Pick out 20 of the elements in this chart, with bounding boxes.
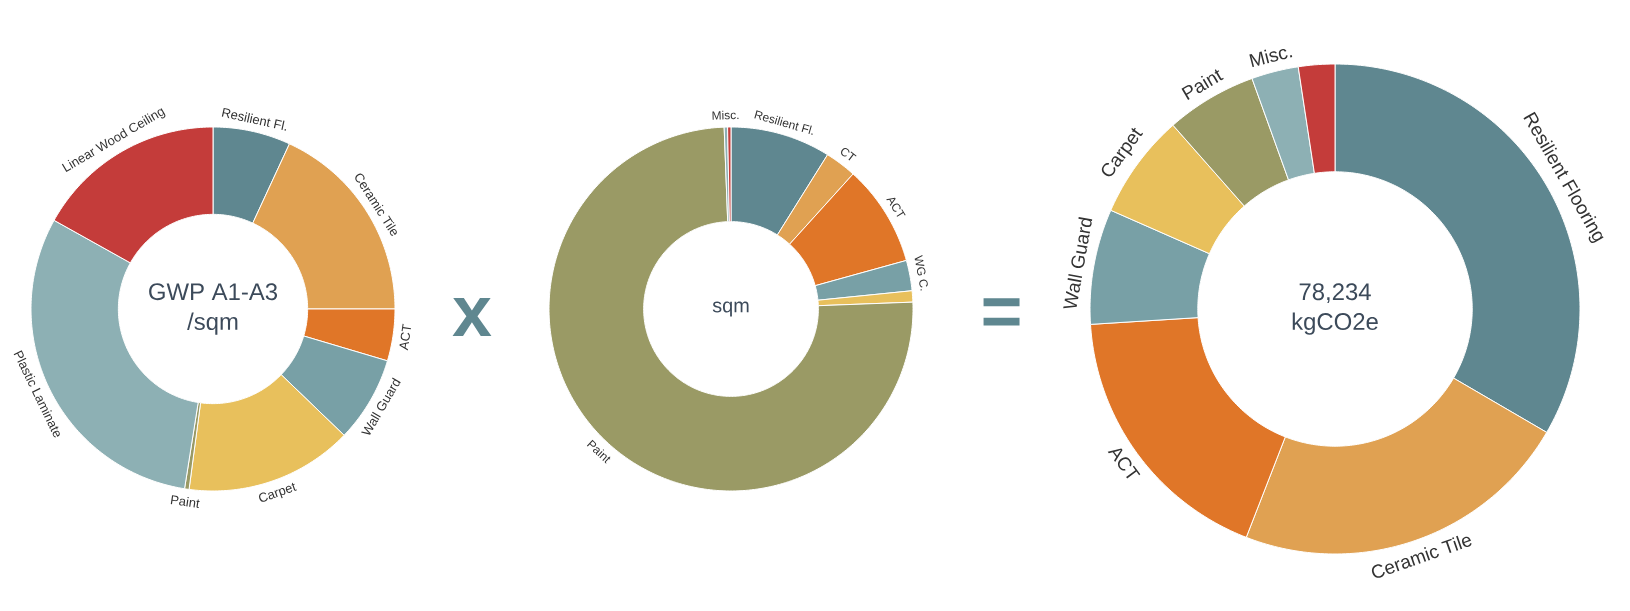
slice-label: Paint (1181, 69, 1224, 100)
text: x (452, 298, 492, 336)
slice-label: Misc. (1249, 48, 1293, 68)
slice-label: Misc. (712, 110, 739, 120)
slice-label: Paint (170, 495, 200, 509)
text: = (983, 298, 1020, 326)
text: /sqm (187, 312, 238, 335)
slice-label: Resilient Fl. (221, 107, 286, 131)
slice-label: ACT (399, 323, 412, 351)
text: sqm (712, 301, 749, 317)
slice-label: CT (841, 147, 857, 161)
text: kgCO2e (1292, 312, 1378, 335)
text: 78,234 (1299, 283, 1371, 303)
slice-label: WG C. (914, 254, 928, 291)
slice-label: ACT (1107, 448, 1141, 479)
slice-label: Ceramic Tile (1371, 535, 1472, 578)
slice-label: ACT (886, 197, 906, 217)
text: GWP A1-A3 (149, 283, 278, 301)
slice-label: Wall Guard (1063, 217, 1093, 309)
slice-label: Carpet (258, 482, 297, 502)
